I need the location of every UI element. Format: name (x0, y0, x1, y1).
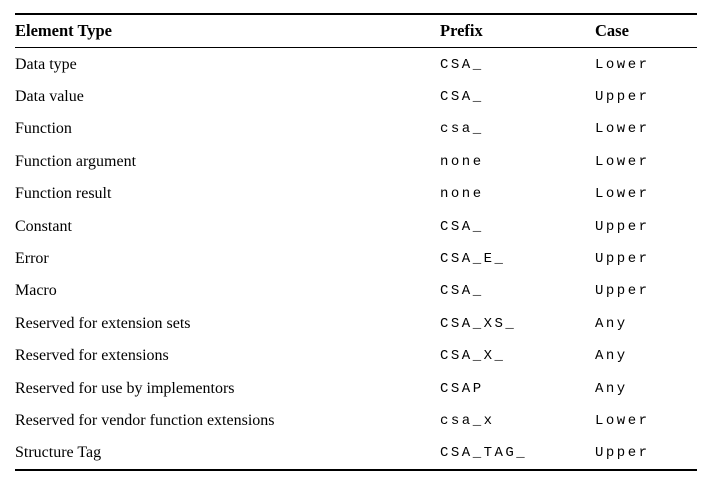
cell-element-type: Function (15, 120, 72, 138)
cell-case: Any (595, 348, 628, 365)
cell-prefix: CSA_TAG_ (440, 445, 528, 462)
column-header-prefix: Prefix (440, 21, 483, 41)
cell-element-type: Data value (15, 88, 84, 106)
cell-case: Upper (595, 251, 650, 268)
table-row: Reserved for use by implementors CSAP An… (15, 372, 697, 404)
cell-prefix: none (440, 186, 484, 203)
cell-element-type: Constant (15, 217, 72, 235)
cell-case: Upper (595, 89, 650, 106)
cell-element-type: Reserved for vendor function extensions (15, 411, 275, 429)
table-row: Function result none Lower (15, 178, 697, 210)
table-row: Structure Tag CSA_TAG_ Upper (15, 437, 697, 469)
table-row: Data value CSA_ Upper (15, 80, 697, 112)
cell-element-type: Structure Tag (15, 444, 102, 462)
naming-conventions-table: Element Type Prefix Case Data type CSA_ … (15, 13, 697, 472)
cell-element-type: Data type (15, 55, 77, 73)
cell-case: Lower (595, 56, 650, 73)
cell-element-type: Function argument (15, 152, 137, 170)
cell-prefix: CSA_ (440, 283, 484, 300)
cell-element-type: Error (15, 250, 49, 268)
cell-element-type: Macro (15, 282, 57, 300)
cell-element-type: Reserved for extension sets (15, 314, 191, 332)
cell-case: Upper (595, 218, 650, 235)
cell-case: Upper (595, 283, 650, 300)
cell-prefix: CSA_ (440, 89, 484, 106)
table-row: Reserved for vendor function extensions … (15, 404, 697, 436)
cell-case: Lower (595, 412, 650, 429)
cell-prefix: csa_x (440, 412, 495, 429)
cell-element-type: Function result (15, 185, 112, 203)
cell-prefix: CSA_XS_ (440, 315, 517, 332)
cell-prefix: CSA_X_ (440, 348, 506, 365)
cell-case: Lower (595, 153, 650, 170)
cell-case: Lower (595, 121, 650, 138)
cell-prefix: CSA_ (440, 56, 484, 73)
table-row: Function argument none Lower (15, 145, 697, 177)
cell-case: Lower (595, 186, 650, 203)
column-header-element-type: Element Type (15, 21, 113, 41)
column-header-case: Case (595, 21, 629, 41)
cell-prefix: CSAP (440, 380, 484, 397)
table-row: Constant CSA_ Upper (15, 210, 697, 242)
table-row: Error CSA_E_ Upper (15, 242, 697, 274)
cell-prefix: CSA_E_ (440, 251, 506, 268)
cell-case: Any (595, 315, 628, 332)
table-row: Function csa_ Lower (15, 113, 697, 145)
cell-case: Any (595, 380, 628, 397)
cell-element-type: Reserved for use by implementors (15, 379, 235, 397)
table-row: Data type CSA_ Lower (15, 48, 697, 80)
cell-prefix: none (440, 153, 484, 170)
table-row: Reserved for extensions CSA_X_ Any (15, 340, 697, 372)
table-row: Macro CSA_ Upper (15, 275, 697, 307)
cell-case: Upper (595, 445, 650, 462)
cell-prefix: CSA_ (440, 218, 484, 235)
cell-element-type: Reserved for extensions (15, 347, 169, 365)
cell-prefix: csa_ (440, 121, 484, 138)
table-header-row: Element Type Prefix Case (15, 15, 697, 48)
table-row: Reserved for extension sets CSA_XS_ Any (15, 307, 697, 339)
